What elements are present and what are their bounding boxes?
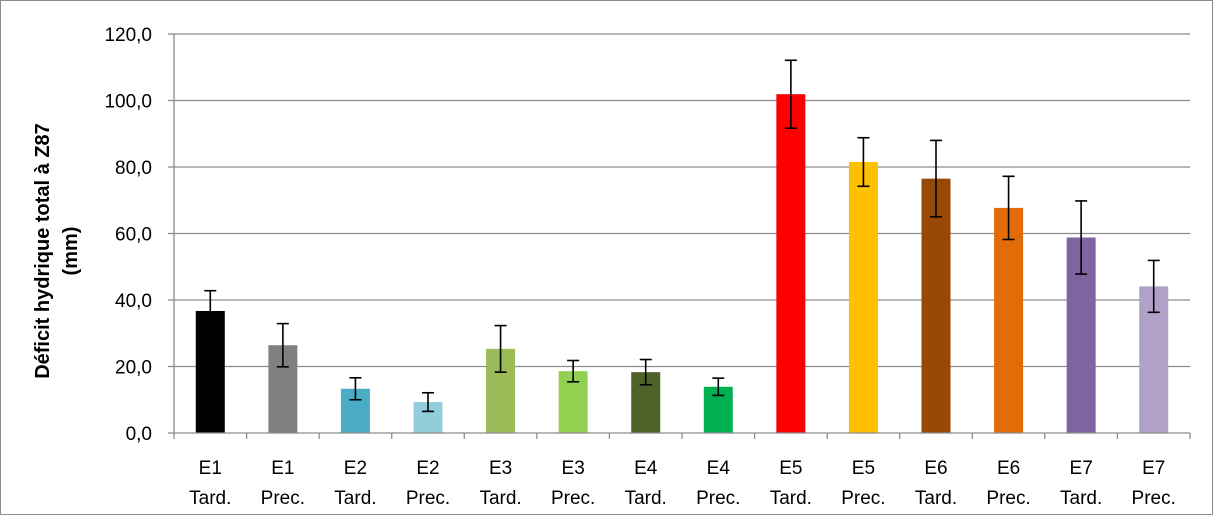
x-tick-label-line-2: Tard.	[625, 488, 667, 509]
error-bar	[422, 391, 434, 413]
error-bar	[639, 358, 652, 386]
y-tick-label: 0,0	[126, 424, 152, 445]
x-tick-label-line-2: Prec.	[841, 488, 885, 509]
x-tick-label-line-2: Tard.	[1060, 488, 1102, 509]
y-tick-label: 60,0	[115, 225, 152, 246]
bar	[921, 178, 951, 433]
y-tick-label: 120,0	[104, 25, 152, 46]
x-tick-label-line-2: Prec.	[261, 488, 305, 509]
x-tick-label-line-1: E1	[271, 458, 294, 479]
x-tick-label-line-2: Tard.	[770, 488, 812, 509]
y-axis-label: Déficit hydrique total à Z87 (mm)	[32, 123, 82, 379]
error-bar	[712, 377, 725, 397]
x-tick-label-line-2: Prec.	[406, 488, 450, 509]
x-tick-label-line-1: E7	[1142, 458, 1165, 479]
y-axis-label-line-1: Déficit hydrique total à Z87	[32, 123, 54, 379]
error-bar	[1147, 259, 1160, 314]
error-bar	[784, 59, 797, 129]
x-tick-label-line-1: E7	[1070, 458, 1093, 479]
error-bar	[349, 377, 362, 401]
error-bar	[857, 136, 870, 188]
x-tick-label-line-2: Prec.	[986, 488, 1030, 509]
axes	[173, 34, 1191, 439]
x-tick-label-line-1: E1	[199, 458, 222, 479]
error-bar	[276, 322, 289, 368]
bar	[994, 207, 1024, 433]
x-tick-label-line-2: Tard.	[189, 488, 231, 509]
y-tick-label: 20,0	[115, 358, 152, 379]
y-tick-label: 40,0	[115, 291, 152, 312]
x-tick-label-line-2: Tard.	[915, 488, 957, 509]
bars	[195, 94, 1169, 434]
x-tick-label-line-2: Tard.	[479, 488, 521, 509]
x-tick-label-line-1: E2	[416, 458, 439, 479]
error-bars	[204, 59, 1160, 413]
gridlines	[168, 33, 1190, 434]
x-tick-label-line-2: Prec.	[1132, 488, 1176, 509]
x-tick-label-line-2: Prec.	[696, 488, 740, 509]
x-tick-label-line-1: E2	[344, 458, 367, 479]
y-axis-tick-labels: 0,0 20,0 40,0 60,0 80,0 100,0 120,0	[104, 25, 152, 445]
error-bar	[567, 359, 580, 383]
error-bar	[1002, 175, 1015, 241]
x-tick-label-line-2: Prec.	[551, 488, 595, 509]
bar	[848, 162, 878, 433]
bar	[776, 94, 806, 434]
error-bar	[930, 139, 942, 218]
x-tick-label-line-1: E5	[852, 458, 875, 479]
x-axis-tick-labels: E1 Tard. E1 Prec. E2 Tard. E2 Prec. E3 Tard. E3 Pre…	[189, 458, 1176, 509]
x-tick-label-line-2: Tard.	[334, 488, 376, 509]
x-tick-label-line-1: E4	[634, 458, 658, 479]
y-axis-label-line-2: (mm)	[60, 227, 82, 276]
error-bar	[1075, 200, 1088, 275]
x-tick-label-line-1: E3	[562, 458, 585, 479]
x-tick-label-line-1: E3	[489, 458, 512, 479]
error-bar	[494, 324, 507, 373]
x-tick-label-line-1: E5	[779, 458, 802, 479]
x-tick-label-line-1: E6	[924, 458, 947, 479]
y-tick-label: 100,0	[104, 92, 152, 113]
y-tick-label: 80,0	[115, 158, 152, 179]
x-tick-label-line-1: E4	[707, 458, 731, 479]
error-bar	[204, 289, 217, 333]
x-tick-label-line-1: E6	[997, 458, 1020, 479]
